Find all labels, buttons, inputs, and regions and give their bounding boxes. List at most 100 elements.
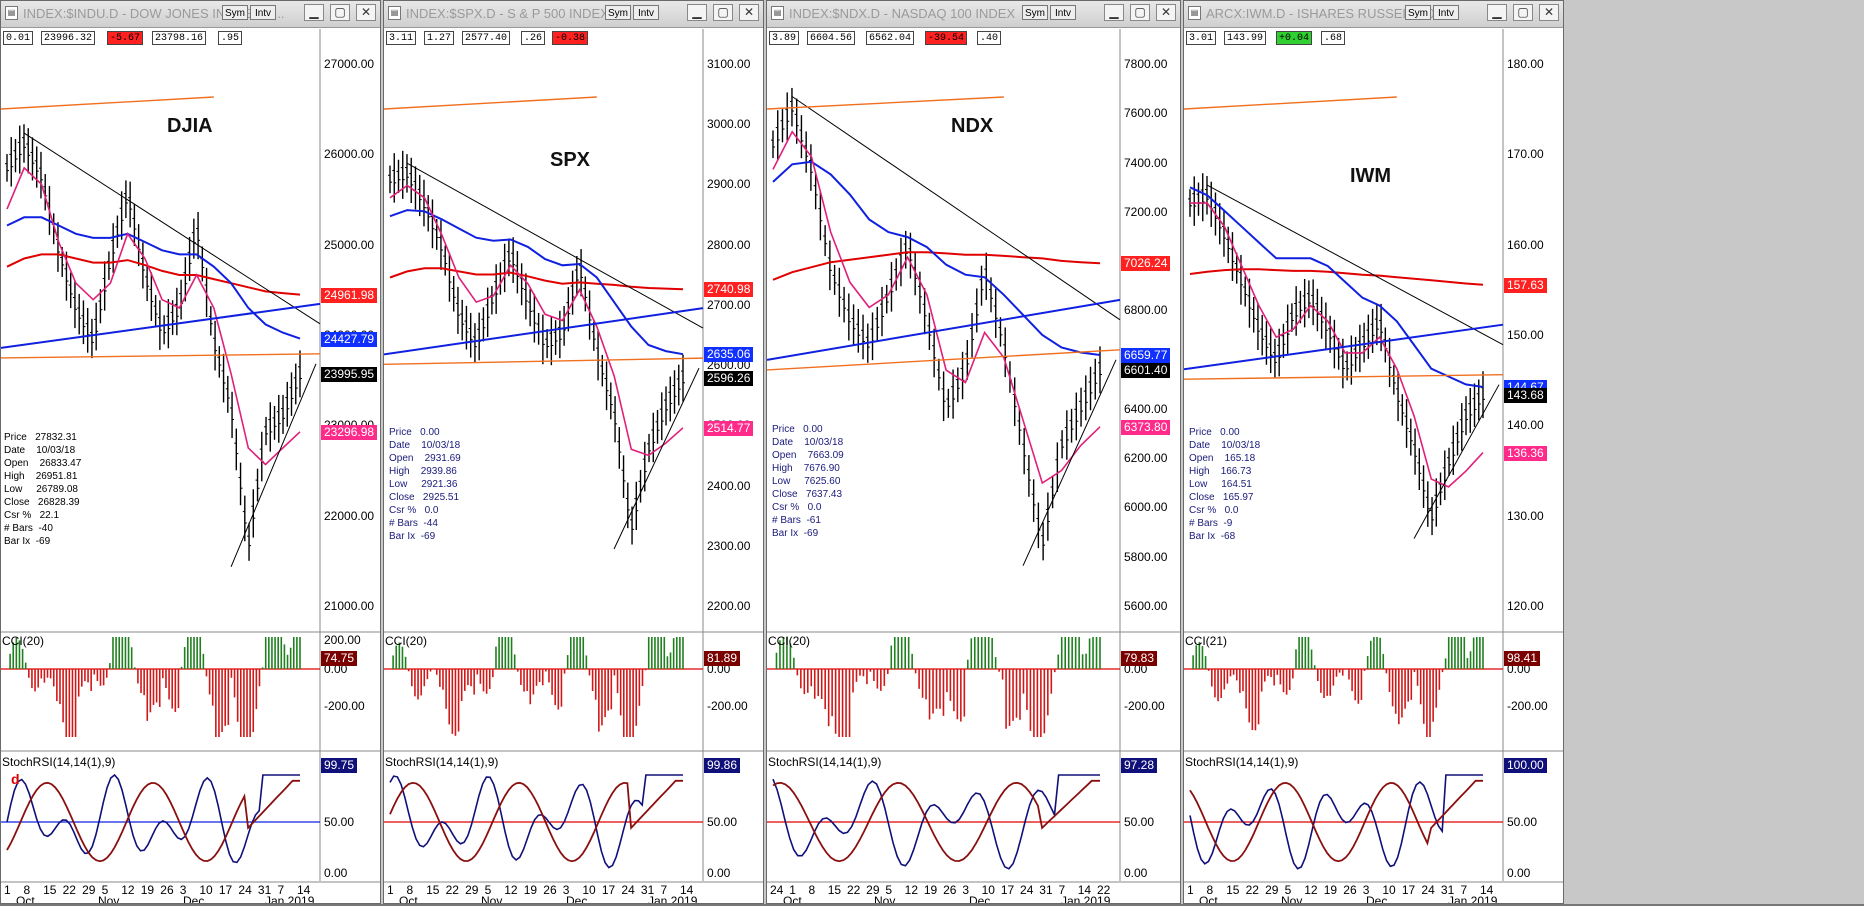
date-axis-label: 15 <box>1226 883 1240 897</box>
restore-button[interactable]: ▢ <box>1513 4 1533 21</box>
intv-button[interactable]: Intv <box>1433 5 1459 20</box>
stoch-axis-label: 50.00 <box>707 815 738 829</box>
info-label: Date <box>772 437 805 448</box>
symbol-label: SPX <box>550 149 591 171</box>
restore-button[interactable]: ▢ <box>330 4 350 21</box>
info-row-close: Close 165.97 <box>1189 491 1260 504</box>
price-bar <box>549 315 554 366</box>
info-value: 0.0 <box>424 505 439 516</box>
minimize-button[interactable]: ▁ <box>687 4 707 21</box>
info-row-high: High 7676.90 <box>772 462 844 475</box>
price-bar <box>1442 450 1447 501</box>
quote-cell: 2577.40 <box>462 31 511 45</box>
close-button[interactable]: ✕ <box>739 4 759 21</box>
price-bar <box>528 289 533 327</box>
info-value: 2921.36 <box>421 479 458 490</box>
window-title-bar[interactable]: ▤ INDEX:$NDX.D - NASDAQ 100 INDEX Sym Intv ▁… <box>767 1 1180 28</box>
cci-label: CCI(20) <box>385 634 428 648</box>
info-row-price: Price 27832.31 <box>4 431 81 444</box>
intv-button[interactable]: Intv <box>633 5 659 20</box>
stoch-axis-label: 50.00 <box>1124 815 1155 829</box>
price-bar <box>936 358 941 391</box>
price-bar <box>272 405 277 440</box>
price-bar <box>1391 365 1396 395</box>
chart-window-djia[interactable]: ▤ INDEX:$INDU.D - DOW JONES INDUSTRI... Sy… <box>0 0 381 904</box>
chart-window-spx[interactable]: ▤ INDEX:$SPX.D - S & P 500 INDEX Sym Intv ▁ ▢… <box>383 0 764 904</box>
chart-canvas[interactable] <box>1 1 381 904</box>
price-bar <box>984 252 989 300</box>
minimize-button[interactable]: ▁ <box>1487 4 1507 21</box>
sym-button[interactable]: Sym <box>222 5 248 20</box>
price-bar <box>191 218 196 259</box>
close-button[interactable]: ✕ <box>1539 4 1559 21</box>
stochrsi-line <box>772 774 1100 870</box>
close-button[interactable]: ✕ <box>1156 4 1176 21</box>
price-bar <box>1281 323 1286 358</box>
sym-button[interactable]: Sym <box>1022 5 1048 20</box>
price-bar <box>1083 375 1088 421</box>
date-axis-label: 8 <box>23 883 31 897</box>
info-value: 26951.81 <box>35 471 78 482</box>
info-value: -9 <box>1223 518 1233 529</box>
price-bar <box>917 271 922 314</box>
info-value: -68 <box>1220 531 1236 542</box>
date-axis-label: 14 <box>1480 883 1494 897</box>
chart-window-ndx[interactable]: ▤ INDEX:$NDX.D - NASDAQ 100 INDEX Sym Intv ▁… <box>766 0 1181 904</box>
price-bar <box>430 199 435 249</box>
price-bar <box>388 165 392 194</box>
price-bar <box>894 258 899 291</box>
date-axis-label: 12 <box>504 883 518 897</box>
window-title-bar[interactable]: ▤ ARCX:IWM.D - ISHARES RUSSELL 2000 Sym Int… <box>1184 1 1563 28</box>
close-button[interactable]: ✕ <box>356 4 376 21</box>
chart-window-iwm[interactable]: ▤ ARCX:IWM.D - ISHARES RUSSELL 2000 Sym Int… <box>1183 0 1564 904</box>
price-bar <box>998 317 1003 347</box>
quote-cell: 143.99 <box>1224 31 1267 45</box>
quote-cell: +0.04 <box>1276 31 1313 45</box>
price-bar <box>170 300 175 335</box>
price-bar <box>1468 387 1473 433</box>
date-axis-label: 8 <box>1206 883 1214 897</box>
price-bar <box>1098 346 1102 394</box>
info-row-bars: # Bars -40 <box>4 522 81 535</box>
series-ma_pink <box>389 184 684 457</box>
window-title-bar[interactable]: ▤ INDEX:$INDU.D - DOW JONES INDUSTRI... Sy… <box>1 1 380 28</box>
chart-canvas[interactable] <box>1184 1 1564 904</box>
minimize-button[interactable]: ▁ <box>304 4 324 21</box>
price-bar <box>136 224 141 267</box>
quote-cell: 6604.56 <box>807 31 856 45</box>
price-bar <box>591 321 596 351</box>
stochrsi-label: StochRSI(14,14(1),9) <box>385 755 499 769</box>
info-label: Low <box>389 479 422 490</box>
price-bar <box>856 308 861 353</box>
intv-button[interactable]: Intv <box>1050 5 1076 20</box>
price-bar <box>149 272 154 321</box>
price-bar <box>970 313 975 358</box>
date-axis-label: 29 <box>465 883 479 897</box>
price-bar <box>889 262 894 312</box>
price-bar <box>659 392 664 441</box>
price-bar <box>808 144 813 191</box>
minimize-button[interactable]: ▁ <box>1104 4 1124 21</box>
chart-canvas[interactable] <box>767 1 1181 904</box>
price-bar <box>247 522 252 561</box>
quote-databar: 3.01 143.99 +0.04 .68 <box>1184 29 1473 47</box>
stoch-axis-label: 50.00 <box>1507 815 1538 829</box>
info-value: 10/03/18 <box>421 440 461 451</box>
restore-button[interactable]: ▢ <box>713 4 733 21</box>
price-axis-label: 2400.00 <box>707 478 751 493</box>
info-value: -40 <box>38 523 53 534</box>
price-bar <box>557 310 562 359</box>
sym-button[interactable]: Sym <box>1405 5 1431 20</box>
restore-button[interactable]: ▢ <box>1130 4 1150 21</box>
price-bar <box>1036 502 1041 549</box>
date-axis-label: 5 <box>1284 883 1292 897</box>
price-bar <box>1323 302 1328 349</box>
intv-button[interactable]: Intv <box>250 5 276 20</box>
price-bar <box>532 293 537 343</box>
info-label: Price <box>389 427 421 438</box>
cci-histogram <box>392 637 684 737</box>
chart-canvas[interactable] <box>384 1 764 904</box>
window-title-bar[interactable]: ▤ INDEX:$SPX.D - S & P 500 INDEX Sym Intv ▁ ▢… <box>384 1 763 28</box>
info-value: 164.51 <box>1221 479 1252 490</box>
sym-button[interactable]: Sym <box>605 5 631 20</box>
